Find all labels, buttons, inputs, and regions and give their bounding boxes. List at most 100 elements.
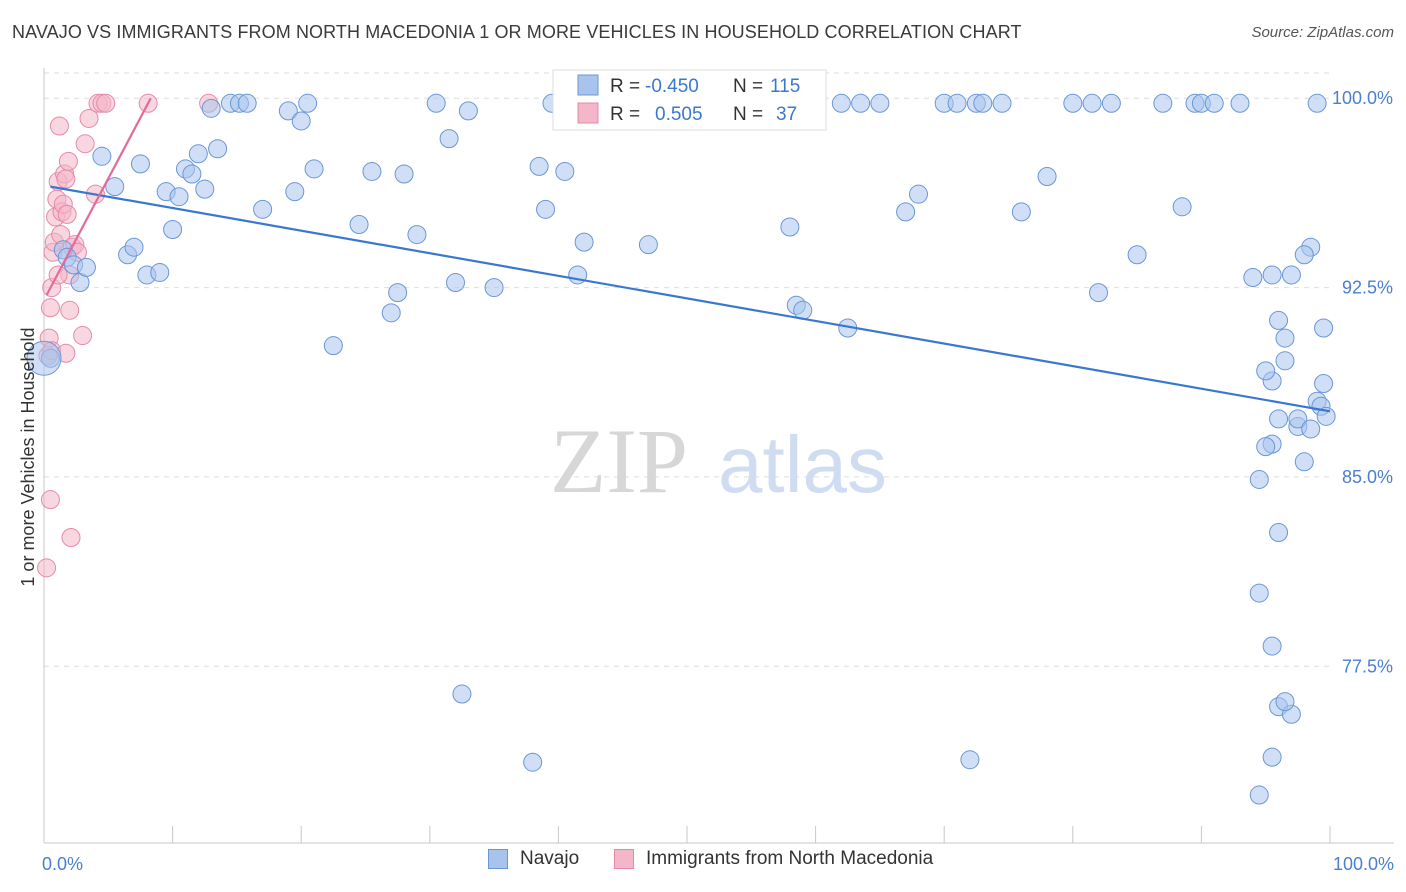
navajo-point [1230,93,1250,113]
navajo-point [394,164,414,184]
navajo-point [298,93,318,113]
navajo-point [523,752,543,772]
macedonia-point [40,298,60,318]
navajo-point [1063,93,1083,113]
navajo-point [960,750,980,770]
navajo-point [1275,692,1295,712]
navajo-point [182,164,202,184]
navajo-point [1249,583,1269,603]
grid-lines [44,72,1330,667]
stats-macedonia-r-label: R = [610,104,640,125]
navajo-point [1275,328,1295,348]
navajo-point-large [26,340,62,376]
macedonia-point [73,326,93,346]
navajo-point [349,214,369,234]
watermark: ZIP atlas [550,410,887,512]
stats-macedonia-n-value: 37 [776,104,797,125]
navajo-point [291,111,311,131]
navajo-point [1256,361,1276,381]
navajo-point [1172,197,1192,217]
navajo-point [124,237,144,257]
navajo-point [1089,283,1109,303]
navajo-point [208,139,228,159]
navajo-point [1316,406,1336,426]
navajo-point [1275,351,1295,371]
navajo-point [574,232,594,252]
navajo-trend-line [50,185,1331,413]
y-axis-label: 1 or more Vehicles in Household [18,327,38,586]
navajo-point [285,182,305,202]
legend-label-navajo: Navajo [520,848,580,869]
x-tick-label: 100.0% [1333,854,1394,874]
navajo-point [484,278,504,298]
navajo-point [201,98,221,118]
navajo-point [150,262,170,282]
navajo-point [1288,409,1308,429]
navajo-point [831,93,851,113]
navajo-point [446,273,466,293]
navajo-point [1262,265,1282,285]
navajo-point [1281,265,1301,285]
navajo-point [1301,419,1321,439]
navajo-point [1269,522,1289,542]
macedonia-point [75,134,95,154]
macedonia-point [37,558,57,578]
stats-macedonia-n-label: N = [733,104,763,125]
navajo-point [1153,93,1173,113]
navajo-point [362,161,382,181]
tick-labels: 100.0% 92.5% 85.0% 77.5% 0.0% 100.0% [42,88,1394,874]
stats-navajo-n-label: N = [733,76,763,97]
navajo-point [92,146,112,166]
navajo-point [908,184,928,204]
legend-swatch-macedonia [614,849,634,869]
navajo-point [188,144,208,164]
watermark-zip: ZIP [550,410,688,512]
y-tick-label: 77.5% [1342,656,1393,676]
navajo-point [638,235,658,255]
navajo-point [407,225,427,245]
navajo-point [458,101,478,121]
legend-item-navajo[interactable]: Navajo [488,848,579,870]
navajo-point [130,154,150,174]
navajo-point [452,684,472,704]
stats-navajo-n-value: 115 [770,76,800,97]
navajo-point [1314,318,1334,338]
navajo-point [529,156,549,176]
navajo-point [1269,409,1289,429]
y-tick-label: 100.0% [1332,88,1393,108]
navajo-point [105,177,125,197]
stats-macedonia-swatch [577,102,599,124]
navajo-point [555,161,575,181]
navajo-point [1262,636,1282,656]
navajo-point [1082,93,1102,113]
macedonia-point [60,300,80,320]
watermark-atlas: atlas [718,420,887,509]
navajo-point [1127,245,1147,265]
legend-item-macedonia[interactable]: Immigrants from North Macedonia [614,848,933,870]
macedonia-point [56,169,76,189]
navajo-point [195,179,215,199]
navajo-point [1256,437,1276,457]
navajo-point [1011,202,1031,222]
x-tick-label: 0.0% [42,854,83,874]
navajo-point [896,202,916,222]
navajo-point [323,336,343,356]
navajo-point [1262,747,1282,767]
navajo-point [1249,469,1269,489]
stats-navajo-swatch [577,74,599,96]
navajo-point [388,283,408,303]
navajo-point [163,220,183,240]
navajo-point [1294,245,1314,265]
navajo-point [947,93,967,113]
stats-box: R = -0.450 N = 115 R = 0.505 N = 37 [552,69,827,131]
navajo-point [973,93,993,113]
macedonia-point [79,108,99,128]
y-tick-label: 85.0% [1342,467,1393,487]
legend: Navajo Immigrants from North Macedonia [0,848,1406,880]
trend-lines [45,97,1331,413]
navajo-point [237,93,257,113]
legend-label-macedonia: Immigrants from North Macedonia [646,848,934,869]
navajo-point [1249,785,1269,805]
navajo-point [1294,452,1314,472]
navajo-point [278,101,298,121]
